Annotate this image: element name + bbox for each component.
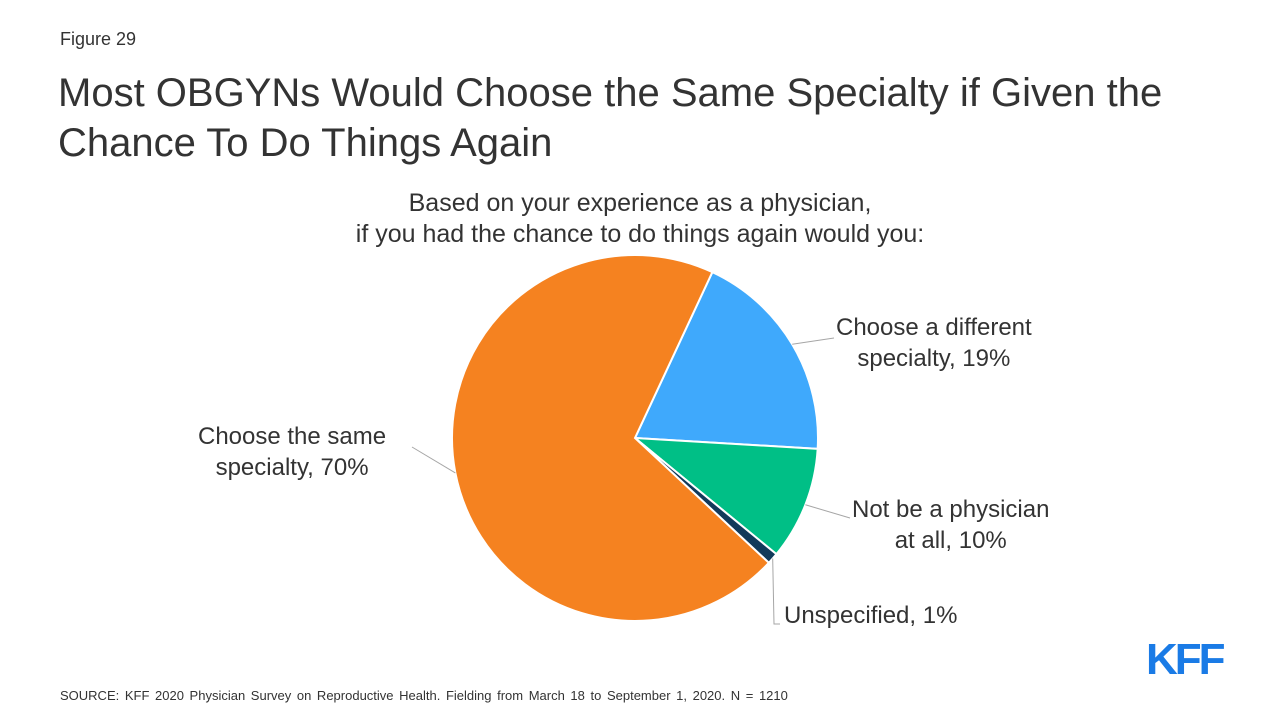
slice-label-different-specialty-line-2: specialty, 19% [857,345,1011,372]
slice-label-same-specialty-line-2: specialty, 70% [215,454,369,481]
slice-different-specialty [633,270,819,450]
page-title: Most OBGYNs Would Choose the Same Specia… [58,71,1163,165]
slice-label-not-physician-line-2: at all, 10% [894,527,1007,554]
chart-subtitle-line-1: Based on your experience as a physician, [408,189,872,217]
chart-subtitle-line-2: if you had the chance to do things again… [355,220,925,248]
leader-line-not-physician [805,504,851,519]
leader-line-unspecified [772,558,780,625]
slice-label-not-physician-line-1: Not be a physician [852,496,1050,523]
slice-label-same-specialty-line-1: Choose the same [198,423,387,450]
slice-label-same-specialty: Choose the same specialty, 70% [198,421,386,483]
leader-line-different-specialty [792,337,835,345]
slice-label-unspecified: Unspecified, 1% [784,600,957,631]
figure-label: Figure 29 [60,29,137,49]
slice-label-unspecified-line-1: Unspecified, 1% [784,602,958,629]
source-note: SOURCE: KFF 2020 Physician Survey on Rep… [60,688,788,703]
slice-label-different-specialty: Choose a different specialty, 19% [836,312,1032,374]
kff-logo: KFF [1146,635,1226,684]
slice-same-specialty [451,254,771,622]
slice-label-different-specialty-line-1: Choose a different [836,314,1032,341]
chart-subtitle: Based on your experience as a physician,… [290,188,990,250]
slice-label-not-physician: Not be a physician at all, 10% [852,494,1049,556]
slice-not-physician [631,436,819,556]
leader-line-same-specialty [411,446,456,474]
